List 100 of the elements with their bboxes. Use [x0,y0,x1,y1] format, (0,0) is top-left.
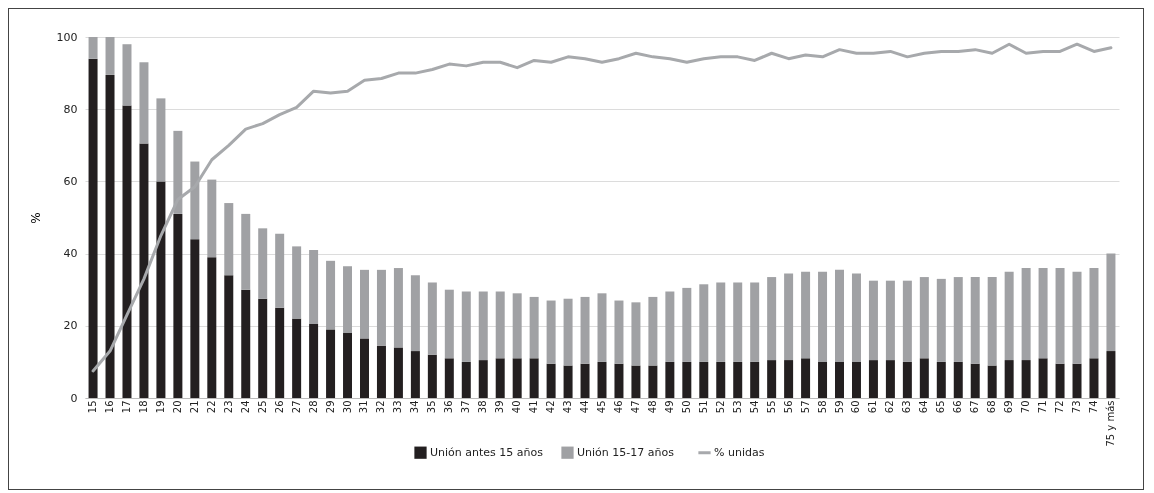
bar [224,275,234,398]
bar [665,361,675,398]
bar [631,365,641,398]
bar [597,293,607,362]
x-tick-label: 17 [120,400,132,414]
x-tick-label: 51 [697,400,709,414]
bar [359,269,369,339]
bar [597,361,607,398]
bar [88,58,98,398]
bar [919,277,929,359]
legend-label: Unión 15-17 años [577,445,675,459]
x-tick-label: 41 [528,400,540,414]
bar [393,347,403,398]
y-tick-label: 100 [56,30,78,44]
bar [122,105,132,398]
bar [716,282,726,362]
bar [801,358,811,398]
bar [241,213,251,290]
bar [818,361,828,398]
bar [953,361,963,398]
x-tick-label: 57 [799,400,811,414]
x-tick-label: 19 [154,400,166,414]
bar [88,37,98,59]
x-tick-label: 46 [612,400,624,414]
x-tick-label: 65 [935,400,947,414]
bar [376,345,386,398]
bar [156,98,166,182]
bar [733,282,743,362]
x-tick-label: 32 [375,400,387,414]
bar [818,271,828,362]
bar [648,365,658,398]
bar [427,354,437,398]
x-tick-label: 68 [986,400,998,414]
x-tick-label: 73 [1071,400,1083,414]
bar [970,277,980,364]
x-tick-label: 15 [87,400,99,414]
x-tick-label: 49 [663,400,675,414]
x-tick-label: 70 [1020,400,1032,414]
x-tick-label: 31 [358,400,370,414]
bar [529,296,539,359]
bar [105,74,115,398]
x-tick-label: 30 [341,400,353,414]
x-tick-label: 42 [545,400,557,414]
x-tick-label: 66 [952,400,964,414]
y-tick-label: 60 [63,174,78,188]
bar [495,358,505,398]
bar [987,277,997,366]
bar [1004,271,1014,361]
bar [835,361,845,398]
x-tick-label: 61 [867,400,879,414]
x-tick-label: 43 [562,400,574,414]
x-tick-label: 74 [1087,400,1099,414]
x-tick-label: 52 [714,400,726,414]
x-tick-label: 58 [816,400,828,414]
bar [326,329,336,398]
x-tick-label: 22 [205,400,217,414]
bar [1072,363,1082,398]
bar [529,358,539,398]
y-tick-label: 20 [63,319,78,333]
bar [461,291,471,362]
bar [241,289,251,398]
bar [563,298,573,366]
legend-label: % unidas [714,445,765,459]
x-tick-label: 48 [646,400,658,414]
bar [784,273,794,361]
x-tick-label: 18 [137,400,149,414]
bar [750,282,760,362]
x-tick-label: 71 [1037,400,1049,414]
x-tick-label: 72 [1054,400,1066,414]
bar [343,333,353,398]
bar [1106,253,1116,352]
bar [801,271,811,359]
bar [275,233,285,308]
bar [767,277,777,361]
bar [275,307,285,398]
x-tick-label: 36 [443,400,455,414]
bar [427,282,437,355]
x-tick-label: 35 [426,400,438,414]
bar [919,358,929,398]
bar [139,62,149,144]
x-tick-label: 45 [596,400,607,414]
bar [173,213,183,398]
y-tick-label: 40 [63,247,78,261]
bar [478,291,488,361]
y-tick-label: 0 [70,391,78,405]
x-tick-label: 69 [1003,400,1015,414]
bar [1004,360,1014,398]
x-tick-label: 26 [273,400,285,414]
x-tick-label: 62 [884,400,896,414]
bar [309,324,319,398]
x-tick-label: 55 [765,400,777,414]
bar [444,289,454,359]
x-tick-label: 28 [307,400,319,414]
x-tick-label: 37 [460,400,472,414]
x-tick-label: 54 [748,400,760,414]
x-tick-label: 25 [256,400,268,414]
bar [343,266,353,334]
bar [1038,268,1048,359]
bar [258,228,268,299]
bar [902,280,912,362]
